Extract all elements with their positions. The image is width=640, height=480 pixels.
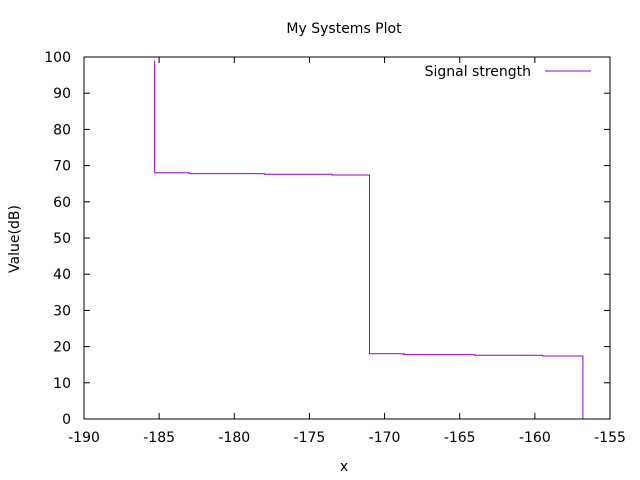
y-tick-label: 0 [62, 412, 71, 428]
legend: Signal strength [425, 64, 591, 80]
x-tick-label: -155 [594, 430, 626, 446]
x-axis-label: x [340, 459, 348, 475]
y-axis-ticks: 0 10 20 30 40 50 60 70 80 90 100 [44, 50, 610, 428]
plot-frame [83, 56, 611, 420]
series-layer [154, 60, 584, 419]
y-tick-label: 40 [53, 267, 71, 283]
x-tick-label: -160 [519, 430, 551, 446]
x-tick-label: -190 [68, 430, 100, 446]
y-tick-label: 10 [53, 376, 71, 392]
y-tick-label: 80 [53, 122, 71, 138]
y-tick-label: 60 [53, 195, 71, 211]
y-tick-label: 30 [53, 303, 71, 319]
y-tick-label: 100 [44, 50, 71, 66]
x-tick-label: -185 [143, 430, 175, 446]
y-tick-label: 70 [53, 159, 71, 175]
x-tick-label: -180 [218, 430, 250, 446]
x-tick-label: -170 [369, 430, 401, 446]
y-tick-label: 50 [53, 231, 71, 247]
y-axis-label: Value(dB) [7, 205, 23, 273]
x-tick-label: -165 [444, 430, 476, 446]
series-line-signal-strength [154, 60, 584, 419]
x-tick-label: -175 [294, 430, 326, 446]
legend-label: Signal strength [425, 64, 531, 80]
x-axis-ticks: -190 -185 -180 -175 -170 -165 -160 -155 [68, 57, 626, 446]
y-tick-label: 20 [53, 340, 71, 356]
y-tick-label: 90 [53, 86, 71, 102]
chart-title: My Systems Plot [286, 21, 402, 37]
